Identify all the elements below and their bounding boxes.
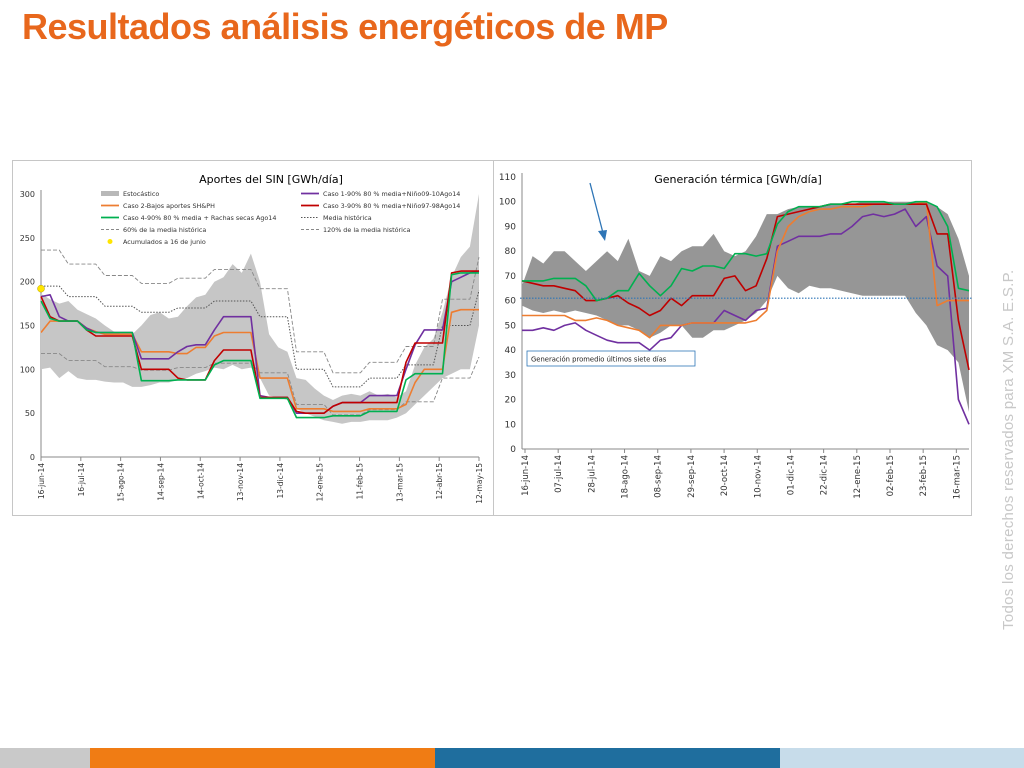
y-tick-label: 70 <box>505 272 517 282</box>
x-tick-label: 15-ago-14 <box>117 463 126 502</box>
series-line <box>40 272 479 419</box>
x-tick-label: 12-abr-15 <box>435 463 444 500</box>
y-tick-label: 20 <box>505 396 517 406</box>
footer-bar-lightblue <box>780 748 1024 768</box>
y-tick-label: 200 <box>20 278 35 287</box>
x-tick-label: 16-jul-14 <box>77 463 86 497</box>
x-tick-label: 20-oct-14 <box>720 455 730 496</box>
footer-color-bars <box>0 748 1024 768</box>
x-tick-label: 13-mar-15 <box>395 463 404 502</box>
panel-divider <box>493 161 494 515</box>
pointer-arrow-head <box>598 230 607 241</box>
footer-bar-orange <box>90 748 435 768</box>
footer-bar-blue <box>435 748 780 768</box>
aportes-chart-panel: Aportes del SIN [GWh/día] 0 50 100 150 200 250… <box>13 161 493 515</box>
slide-title: Resultados análisis energéticos de MP <box>22 6 668 47</box>
x-tick-label: 01-dic-14 <box>786 455 796 495</box>
y-tick-label: 40 <box>505 346 517 356</box>
x-tick-label: 16-jun-14 <box>37 463 46 499</box>
legend-label: Estocástico <box>123 190 159 198</box>
generacion-chart: Generación térmica [GWh/día] 0 10 20 30 40 50 6… <box>499 173 972 499</box>
aportes-chart: Aportes del SIN [GWh/día] 0 50 100 150 200 250… <box>20 173 484 504</box>
x-tick-label: 12-ene-15 <box>316 463 325 502</box>
x-tick-label: 13-nov-14 <box>236 463 245 501</box>
legend-label: Caso 3-90% 80 % media+Niño97-98Ago14 <box>323 202 460 210</box>
x-tick-label: 16-mar-15 <box>952 455 962 499</box>
y-tick-label: 80 <box>505 247 517 257</box>
x-tick-label: 14-sep-14 <box>156 463 165 501</box>
y-tick-label: 0 <box>30 453 35 462</box>
x-tick-label: 10-nov-14 <box>753 455 763 498</box>
pointer-arrow-line <box>589 182 604 234</box>
acumulado-marker <box>37 284 45 293</box>
y-tick-label: 110 <box>499 173 516 183</box>
x-tick-label: 13-dic-14 <box>276 463 285 499</box>
series-line <box>41 353 480 416</box>
y-tick-label: 10 <box>505 420 517 430</box>
legend-label: Caso 4-90% 80 % media + Rachas secas Ago… <box>123 214 276 222</box>
legend-swatch <box>101 191 119 196</box>
y-tick-label: 100 <box>20 365 35 374</box>
x-tick-label: 12-ene-15 <box>853 455 863 499</box>
legend-label: 120% de la media histórica <box>323 226 410 234</box>
x-tick-label: 11-feb-15 <box>356 463 365 500</box>
copyright-notice: Todos los derechos reservados para XM S.… <box>1000 269 1017 630</box>
stochastic-band <box>41 194 479 424</box>
x-tick-label: 12-may-15 <box>475 463 484 504</box>
stochastic-band <box>522 201 969 412</box>
x-tick-label: 07-jul-14 <box>554 455 564 493</box>
chart-title: Generación térmica [GWh/día] <box>654 173 822 186</box>
x-tick-label: 29-sep-14 <box>687 455 697 498</box>
charts-frame: Aportes del SIN [GWh/día] 0 50 100 150 200 250… <box>12 160 972 516</box>
x-tick-label: 14-oct-14 <box>196 463 205 500</box>
legend-label: Caso 2-Bajos aportes SH&PH <box>123 202 215 210</box>
y-tick-label: 50 <box>505 321 517 331</box>
chart-title: Aportes del SIN [GWh/día] <box>199 173 343 186</box>
x-tick-label: 28-jul-14 <box>587 455 597 493</box>
y-tick-label: 300 <box>20 190 35 199</box>
footer-bar-gray <box>0 748 90 768</box>
y-tick-label: 60 <box>505 297 517 307</box>
y-tick-label: 50 <box>25 409 35 418</box>
legend-label: Acumulados a 16 de junio <box>123 238 206 246</box>
series-line <box>40 308 479 413</box>
generacion-chart-panel: Generación térmica [GWh/día] 0 10 20 30 40 50 6… <box>494 161 972 515</box>
series-line <box>522 200 970 302</box>
series-line <box>41 249 480 374</box>
x-tick-label: 02-feb-15 <box>886 455 896 496</box>
y-tick-label: 30 <box>505 371 517 381</box>
annotation-box <box>526 350 696 367</box>
y-tick-label: 150 <box>20 322 35 331</box>
y-tick-label: 90 <box>505 222 517 232</box>
legend-label: 60% de la media histórica <box>123 226 206 234</box>
x-tick-label: 08-sep-14 <box>654 455 664 498</box>
y-tick-label: 100 <box>499 198 516 208</box>
annotation-label: Generación promedio últimos siete días <box>531 356 667 364</box>
y-tick-label: 250 <box>20 234 35 243</box>
x-tick-label: 23-feb-15 <box>919 455 929 496</box>
series-line <box>522 208 970 425</box>
x-tick-label: 22-dic-14 <box>820 455 830 495</box>
y-tick-label: 0 <box>510 445 516 455</box>
legend-swatch <box>107 239 113 244</box>
legend-label: Media histórica <box>323 214 372 222</box>
legend-label: Caso 1-90% 80 % media+Niño09-10Ago14 <box>323 190 460 198</box>
x-tick-label: 16-jun-14 <box>521 455 531 496</box>
x-tick-label: 18-ago-14 <box>621 455 631 499</box>
